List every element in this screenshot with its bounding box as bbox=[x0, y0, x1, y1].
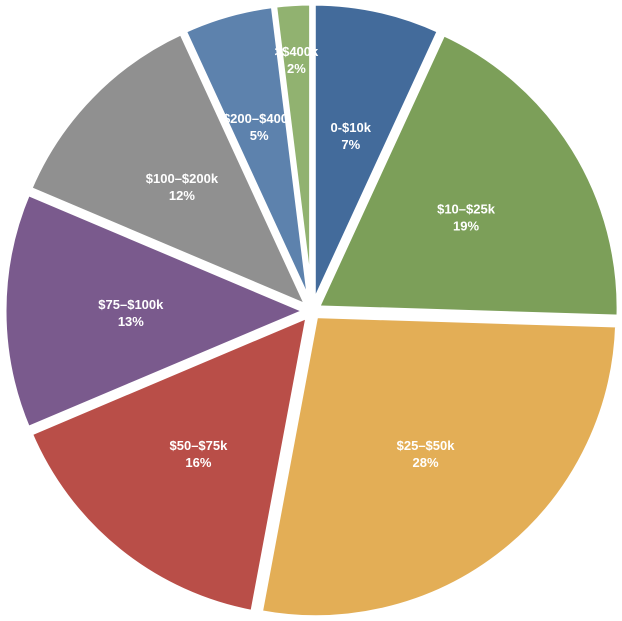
slice-percent-50-75k: 16% bbox=[185, 455, 211, 470]
pie-slice-0-10k bbox=[310, 0, 443, 308]
slice-percent-25-50k: 28% bbox=[413, 455, 439, 470]
slice-label-10-25k: $10–$25k bbox=[437, 202, 496, 217]
pie-slice-25-50k bbox=[257, 313, 621, 621]
slice-label-400k: >$400k bbox=[275, 44, 320, 59]
pie-slice-50-75k bbox=[27, 313, 311, 616]
slice-percent-75-100k: 13% bbox=[118, 314, 144, 329]
slice-percent-10-25k: 19% bbox=[453, 219, 479, 234]
slice-label-200-400k: $200–$400k bbox=[223, 111, 296, 126]
slice-label-100-200k: $100–$200k bbox=[146, 171, 219, 186]
slice-percent-0-10k: 7% bbox=[341, 137, 360, 152]
slice-label-50-75k: $50–$75k bbox=[170, 438, 229, 453]
pie-slice-10-25k bbox=[314, 30, 622, 320]
slice-percent-100-200k: 12% bbox=[169, 188, 195, 203]
slice-percent-200-400k: 5% bbox=[250, 128, 269, 143]
slice-percent-400k: 2% bbox=[287, 61, 306, 76]
slice-label-75-100k: $75–$100k bbox=[98, 297, 164, 312]
pie-slice-400k bbox=[272, 0, 315, 308]
slice-label-0-10k: 0-$10k bbox=[331, 120, 372, 135]
pie-slice-75-100k bbox=[1, 190, 309, 432]
slice-label-25-50k: $25–$50k bbox=[397, 438, 456, 453]
pie-slice-100-200k bbox=[27, 29, 311, 310]
